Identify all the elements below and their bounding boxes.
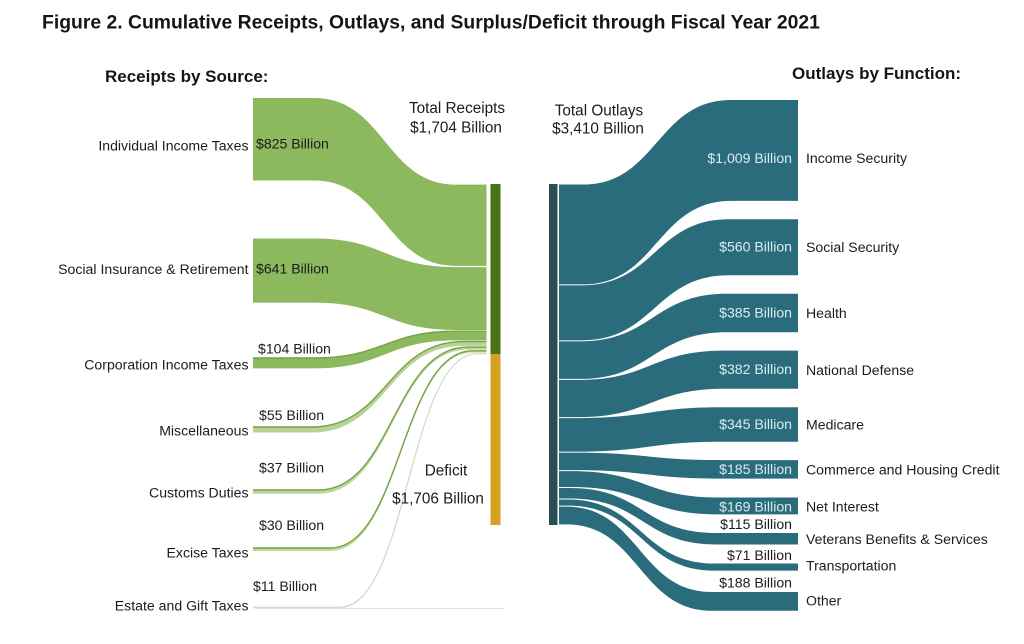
svg-text:$169 Billion: $169 Billion	[719, 499, 792, 515]
svg-text:Social Insurance & Retirement: Social Insurance & Retirement	[58, 261, 248, 277]
svg-text:Commerce and Housing Credit: Commerce and Housing Credit	[806, 462, 1000, 478]
svg-text:$104 Billion: $104 Billion	[258, 341, 331, 357]
svg-text:Deficit: Deficit	[425, 463, 468, 480]
svg-text:$11 Billion: $11 Billion	[253, 578, 317, 594]
svg-text:Transportation: Transportation	[806, 558, 896, 574]
svg-text:$55 Billion: $55 Billion	[259, 407, 324, 423]
svg-text:Customs Duties: Customs Duties	[149, 485, 248, 501]
svg-text:$115 Billion: $115 Billion	[720, 516, 792, 532]
svg-text:Veterans Benefits & Services: Veterans Benefits & Services	[806, 531, 988, 547]
svg-text:Excise Taxes: Excise Taxes	[167, 545, 249, 561]
svg-text:National Defense: National Defense	[806, 362, 914, 378]
svg-text:$1,009 Billion: $1,009 Billion	[707, 150, 792, 166]
svg-text:$345 Billion: $345 Billion	[719, 416, 792, 432]
svg-text:Net Interest: Net Interest	[806, 499, 879, 515]
svg-text:Figure 2. Cumulative Receipts,: Figure 2. Cumulative Receipts, Outlays, …	[42, 12, 820, 34]
svg-text:$382 Billion: $382 Billion	[719, 361, 792, 377]
svg-text:Social Security: Social Security	[806, 239, 900, 255]
svg-text:Total Receipts: Total Receipts	[409, 100, 505, 117]
svg-text:$185 Billion: $185 Billion	[719, 461, 792, 477]
svg-text:$1,706 Billion: $1,706 Billion	[392, 491, 484, 508]
svg-text:Receipts by Source:: Receipts by Source:	[105, 67, 268, 86]
svg-text:Corporation Income Taxes: Corporation Income Taxes	[84, 357, 248, 373]
svg-text:Miscellaneous: Miscellaneous	[159, 423, 248, 439]
svg-text:Medicare: Medicare	[806, 417, 864, 433]
svg-text:Other: Other	[806, 593, 842, 609]
svg-text:Income Security: Income Security	[806, 150, 908, 166]
svg-text:$385 Billion: $385 Billion	[719, 305, 792, 321]
svg-text:Individual Income Taxes: Individual Income Taxes	[98, 138, 248, 154]
svg-text:$30 Billion: $30 Billion	[259, 517, 324, 533]
svg-text:$37 Billion: $37 Billion	[259, 460, 324, 476]
svg-text:$71 Billion: $71 Billion	[727, 547, 792, 563]
svg-text:$1,704 Billion: $1,704 Billion	[410, 120, 502, 137]
svg-text:$3,410 Billion: $3,410 Billion	[552, 121, 644, 138]
svg-text:Estate and Gift Taxes: Estate and Gift Taxes	[115, 598, 249, 614]
svg-text:$641 Billion: $641 Billion	[256, 261, 329, 277]
svg-text:$188 Billion: $188 Billion	[719, 575, 792, 591]
svg-text:Outlays by Function:: Outlays by Function:	[792, 64, 961, 83]
svg-text:$560 Billion: $560 Billion	[719, 239, 792, 255]
svg-text:$825 Billion: $825 Billion	[256, 136, 329, 152]
svg-text:Health: Health	[806, 305, 847, 321]
svg-text:Total Outlays: Total Outlays	[555, 103, 644, 120]
